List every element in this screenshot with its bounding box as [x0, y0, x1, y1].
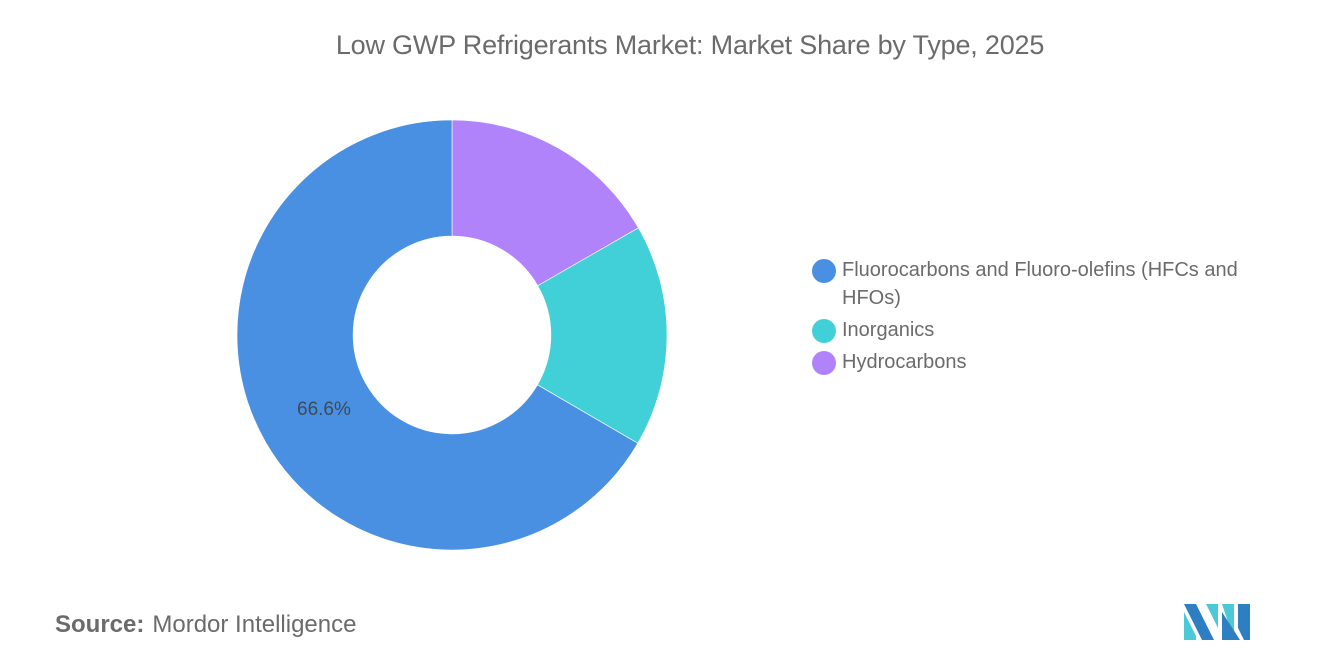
- legend-swatch-fluorocarbons-icon: [812, 259, 836, 283]
- legend-swatch-hydrocarbons-icon: [812, 351, 836, 375]
- donut-slice-fluorocarbons[interactable]: [236, 119, 639, 551]
- donut-slices: [236, 119, 668, 551]
- source-key: Source:: [55, 611, 145, 638]
- legend-item-inorganics[interactable]: Inorganics: [812, 318, 1252, 344]
- legend-item-hydrocarbons[interactable]: Hydrocarbons: [812, 350, 1252, 376]
- source-value: Mordor Intelligence: [152, 611, 357, 638]
- slice-label-fluorocarbons: 66.6%: [297, 399, 351, 420]
- legend-label: Fluorocarbons and Fluoro-olefins (HFCs a…: [842, 259, 1238, 309]
- donut-slice-hydrocarbons[interactable]: [451, 119, 639, 287]
- legend-label: Hydrocarbons: [842, 351, 967, 373]
- legend-label: Inorganics: [842, 319, 935, 341]
- legend-swatch-inorganics-icon: [812, 319, 836, 343]
- mordor-intelligence-logo-icon: [1184, 604, 1250, 640]
- legend-item-fluorocarbons[interactable]: Fluorocarbons and Fluoro-olefins (HFCs a…: [812, 258, 1252, 312]
- chart-legend: Fluorocarbons and Fluoro-olefins (HFCs a…: [812, 258, 1252, 382]
- donut-slice-inorganics[interactable]: [537, 227, 668, 444]
- source-note: Source: Mordor Intelligence: [55, 611, 356, 639]
- chart-title: Low GWP Refrigerants Market: Market Shar…: [335, 30, 1045, 60]
